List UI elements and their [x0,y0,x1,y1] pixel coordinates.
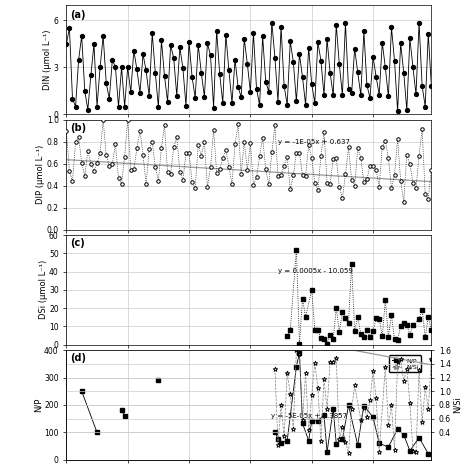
Y-axis label: N/Si: N/Si [453,397,462,413]
Text: (b): (b) [70,123,86,133]
Text: y = -5E-05x + 2.3857: y = -5E-05x + 2.3857 [271,413,347,419]
Y-axis label: DIN (μmol L⁻¹): DIN (μmol L⁻¹) [44,29,53,90]
Text: y = -1E-05x + 0.637: y = -1E-05x + 0.637 [278,139,350,145]
Y-axis label: N/P: N/P [34,398,43,412]
Legend: N/P, N/Si: N/P, N/Si [389,356,421,373]
Text: (d): (d) [70,354,86,364]
Text: (c): (c) [70,238,85,248]
Y-axis label: DSi (μmol L⁻¹): DSi (μmol L⁻¹) [38,260,47,319]
Text: (a): (a) [70,10,85,20]
Text: y = 0.0005x - 10.059: y = 0.0005x - 10.059 [278,268,353,274]
Y-axis label: DIP (μmol L⁻¹): DIP (μmol L⁻¹) [36,145,45,204]
